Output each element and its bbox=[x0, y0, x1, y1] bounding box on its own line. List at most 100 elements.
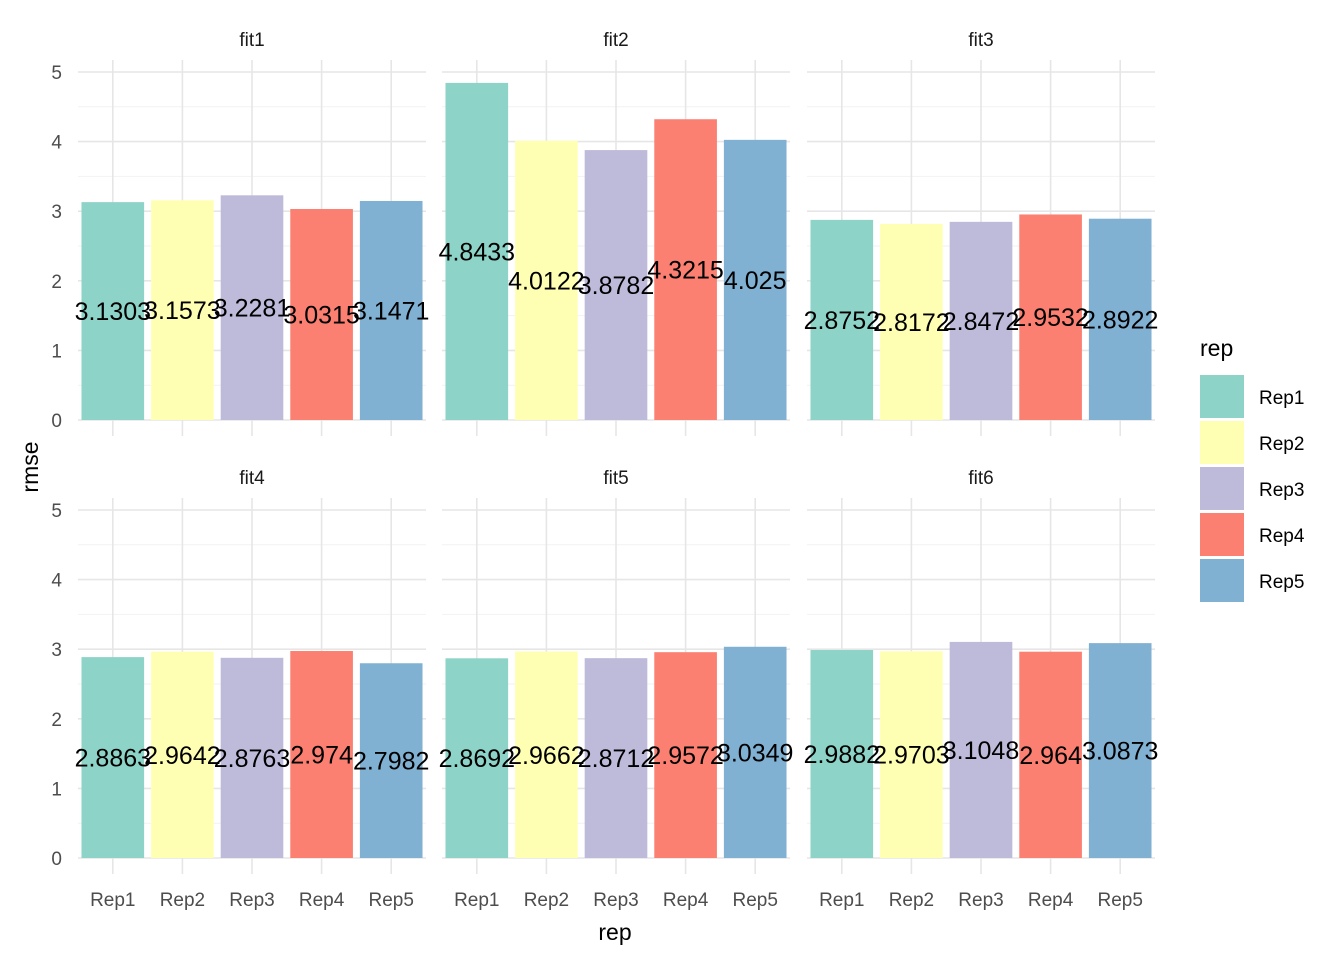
facet-strip-label: fit2 bbox=[603, 30, 628, 51]
bar-rep1 bbox=[810, 650, 874, 858]
y-tick-label: 0 bbox=[51, 411, 62, 432]
bar-rep3 bbox=[949, 641, 1013, 858]
facet-strip-label: fit3 bbox=[968, 30, 993, 51]
data-label: 3.1303 bbox=[75, 298, 151, 326]
x-tick-label: Rep3 bbox=[229, 890, 274, 911]
bar-rep3 bbox=[584, 658, 648, 858]
x-tick-label: Rep3 bbox=[593, 890, 638, 911]
data-label: 4.0122 bbox=[508, 267, 584, 295]
x-tick-label: Rep1 bbox=[819, 890, 864, 911]
x-tick-label: Rep5 bbox=[1097, 890, 1142, 911]
x-tick-label: Rep2 bbox=[524, 890, 569, 911]
bar-rep4 bbox=[290, 651, 353, 858]
legend-key-rep2 bbox=[1200, 421, 1244, 464]
y-tick-label: 3 bbox=[51, 202, 62, 223]
x-tick-label: Rep3 bbox=[958, 890, 1003, 911]
data-label: 2.9642 bbox=[144, 742, 220, 770]
data-label: 3.2281 bbox=[214, 295, 290, 323]
facet-panels: fit1 0 1 2 3 4 5 3.13033.15733.22813.03153.1471… bbox=[51, 30, 1158, 911]
data-label: 3.0315 bbox=[283, 302, 359, 330]
data-label: 2.7982 bbox=[353, 748, 429, 776]
legend-key-rep1 bbox=[1200, 375, 1244, 418]
data-label: 2.9532 bbox=[1012, 304, 1088, 332]
bar-rep1 bbox=[81, 657, 145, 858]
data-label: 3.0349 bbox=[717, 739, 793, 767]
bar-rep3 bbox=[220, 195, 284, 420]
facet-strip-label: fit5 bbox=[603, 468, 628, 489]
x-tick-label: Rep2 bbox=[160, 890, 205, 911]
data-label: 3.1573 bbox=[144, 297, 220, 325]
bar-rep1 bbox=[810, 219, 874, 420]
bar-rep5 bbox=[1088, 643, 1152, 858]
data-label: 2.8763 bbox=[214, 745, 290, 773]
bar-rep1 bbox=[445, 658, 509, 858]
legend-key-rep4 bbox=[1200, 513, 1244, 556]
bar-rep1 bbox=[81, 202, 145, 420]
legend-title: rep bbox=[1200, 335, 1233, 361]
data-label: 4.8433 bbox=[439, 238, 515, 266]
data-label: 2.964 bbox=[1019, 742, 1082, 770]
data-label: 2.974 bbox=[290, 742, 353, 770]
x-tick-label: Rep1 bbox=[454, 890, 499, 911]
data-label: 3.1048 bbox=[943, 737, 1019, 765]
bar-rep2 bbox=[515, 140, 578, 420]
bar-rep2 bbox=[880, 651, 943, 858]
x-tick-label: Rep1 bbox=[90, 890, 135, 911]
y-tick-label: 5 bbox=[51, 501, 62, 522]
bar-rep3 bbox=[220, 657, 284, 858]
bar-rep2 bbox=[151, 200, 214, 420]
legend-key-rep5 bbox=[1200, 559, 1244, 602]
bar-rep4 bbox=[1019, 214, 1082, 420]
legend-label: Rep3 bbox=[1259, 480, 1304, 501]
x-tick-label: Rep4 bbox=[299, 890, 345, 911]
data-label: 2.9662 bbox=[508, 742, 584, 770]
y-tick-label: 0 bbox=[51, 849, 62, 870]
data-label: 3.0873 bbox=[1082, 738, 1158, 766]
facet-strip-label: fit4 bbox=[239, 468, 265, 489]
bar-rep3 bbox=[949, 221, 1013, 420]
y-axis-title: rmse bbox=[17, 441, 43, 492]
bar-rep5 bbox=[723, 646, 787, 858]
data-label: 2.9572 bbox=[647, 742, 723, 770]
x-tick-label: Rep2 bbox=[889, 890, 934, 911]
data-label: 2.8712 bbox=[578, 745, 654, 773]
bar-rep4 bbox=[654, 119, 717, 420]
data-label: 3.8782 bbox=[578, 272, 654, 300]
x-tick-label: Rep4 bbox=[663, 890, 709, 911]
bar-rep5 bbox=[359, 200, 423, 420]
x-tick-label: Rep4 bbox=[1028, 890, 1074, 911]
data-label: 2.9882 bbox=[804, 741, 880, 769]
data-label: 3.1471 bbox=[353, 297, 429, 325]
facet-strip-label: fit6 bbox=[968, 468, 993, 489]
y-tick-label: 1 bbox=[51, 341, 62, 362]
x-tick-label: Rep5 bbox=[368, 890, 413, 911]
y-tick-label: 4 bbox=[51, 571, 62, 592]
bar-rep5 bbox=[1088, 218, 1152, 420]
legend: Rep1 Rep2 Rep3 Rep4 Rep5 bbox=[1200, 375, 1305, 602]
y-tick-label: 3 bbox=[51, 640, 62, 661]
y-tick-label: 2 bbox=[51, 272, 62, 293]
bar-rep4 bbox=[654, 652, 717, 858]
y-tick-label: 1 bbox=[51, 779, 62, 800]
data-label: 2.8692 bbox=[439, 745, 515, 773]
bar-rep2 bbox=[515, 651, 578, 858]
x-axis-title: rep bbox=[598, 919, 631, 945]
data-label: 4.3215 bbox=[647, 257, 723, 285]
bar-rep2 bbox=[880, 223, 943, 420]
y-tick-label: 4 bbox=[51, 133, 62, 154]
data-label: 2.8472 bbox=[943, 308, 1019, 336]
legend-label: Rep1 bbox=[1259, 388, 1304, 409]
y-tick-label: 5 bbox=[51, 63, 62, 84]
data-label: 2.8752 bbox=[804, 307, 880, 335]
data-label: 2.8922 bbox=[1082, 306, 1158, 334]
x-tick-label: Rep5 bbox=[732, 890, 777, 911]
bar-rep2 bbox=[151, 651, 214, 858]
y-tick-label: 2 bbox=[51, 710, 62, 731]
legend-label: Rep5 bbox=[1259, 572, 1304, 593]
data-label: 2.8172 bbox=[873, 309, 949, 337]
data-label: 2.9703 bbox=[873, 742, 949, 770]
